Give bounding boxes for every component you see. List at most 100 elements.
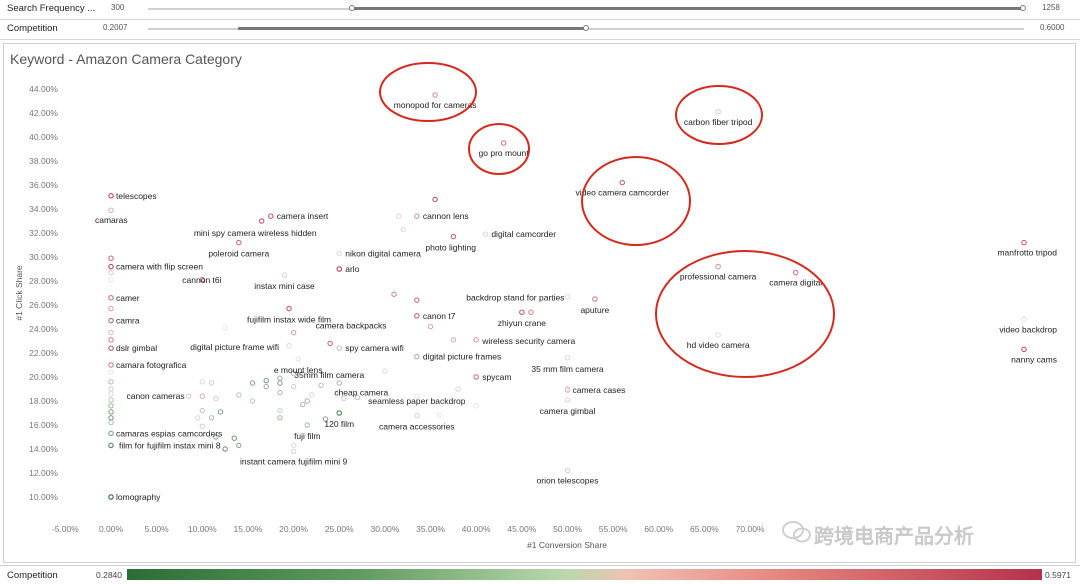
data-point[interactable] xyxy=(290,448,297,455)
data-point[interactable] xyxy=(300,401,306,408)
data-point[interactable] xyxy=(108,415,114,421)
data-point[interactable] xyxy=(414,393,420,399)
data-point[interactable] xyxy=(108,386,114,392)
data-point[interactable] xyxy=(277,375,283,381)
data-point[interactable] xyxy=(336,345,342,351)
data-point[interactable] xyxy=(108,337,114,343)
data-point[interactable] xyxy=(564,467,571,474)
data-point[interactable] xyxy=(195,415,201,421)
data-point[interactable] xyxy=(108,403,114,409)
data-point[interactable] xyxy=(564,386,571,392)
data-point[interactable] xyxy=(619,179,626,186)
data-point[interactable] xyxy=(208,380,215,386)
data-point[interactable] xyxy=(482,231,489,237)
data-point[interactable] xyxy=(290,370,297,377)
data-point[interactable] xyxy=(277,389,283,396)
data-point[interactable] xyxy=(519,309,525,315)
data-point[interactable] xyxy=(277,380,283,386)
data-point[interactable] xyxy=(108,430,114,437)
data-point[interactable] xyxy=(199,277,206,283)
data-point[interactable] xyxy=(236,442,242,449)
data-point[interactable] xyxy=(108,255,114,261)
data-point[interactable] xyxy=(473,337,479,343)
data-point[interactable] xyxy=(450,233,457,240)
data-point[interactable] xyxy=(108,317,114,324)
data-point[interactable] xyxy=(231,435,237,441)
data-point[interactable] xyxy=(432,196,438,203)
data-point[interactable] xyxy=(1021,239,1027,246)
data-point[interactable] xyxy=(715,109,721,115)
data-point[interactable] xyxy=(213,434,219,440)
data-point[interactable] xyxy=(185,393,192,399)
data-point[interactable] xyxy=(108,305,114,312)
data-point[interactable] xyxy=(336,380,342,386)
search-frequency-min-handle[interactable] xyxy=(349,5,355,11)
data-point[interactable] xyxy=(108,442,114,449)
data-point[interactable] xyxy=(108,277,114,283)
data-point[interactable] xyxy=(222,446,228,452)
data-point[interactable] xyxy=(336,250,342,257)
data-point[interactable] xyxy=(304,398,310,404)
data-point[interactable] xyxy=(336,266,342,272)
data-point[interactable] xyxy=(336,410,342,416)
data-point[interactable] xyxy=(309,392,315,398)
data-point[interactable] xyxy=(391,291,397,297)
data-point[interactable] xyxy=(281,272,288,278)
data-point[interactable] xyxy=(450,337,457,343)
data-point[interactable] xyxy=(473,374,479,380)
data-point[interactable] xyxy=(108,369,114,375)
data-point[interactable] xyxy=(199,393,206,399)
data-point[interactable] xyxy=(414,297,420,303)
data-point[interactable] xyxy=(108,207,114,213)
data-point[interactable] xyxy=(455,386,461,392)
data-point[interactable] xyxy=(199,379,206,385)
data-point[interactable] xyxy=(341,395,347,402)
data-point[interactable] xyxy=(295,356,301,362)
data-point[interactable] xyxy=(108,391,114,397)
data-point[interactable] xyxy=(108,345,114,351)
data-point[interactable] xyxy=(382,368,388,374)
data-point[interactable] xyxy=(322,416,329,422)
data-point[interactable] xyxy=(108,419,114,426)
data-point[interactable] xyxy=(473,403,479,409)
data-point[interactable] xyxy=(286,343,292,349)
data-point[interactable] xyxy=(715,332,721,338)
data-point[interactable] xyxy=(213,395,219,402)
data-point[interactable] xyxy=(304,422,311,428)
data-point[interactable] xyxy=(290,383,297,390)
data-point[interactable] xyxy=(792,269,799,276)
data-point[interactable] xyxy=(414,412,420,419)
data-point[interactable] xyxy=(249,398,256,404)
data-point[interactable] xyxy=(336,388,342,395)
data-point[interactable] xyxy=(108,409,114,415)
data-point[interactable] xyxy=(222,325,228,331)
data-point[interactable] xyxy=(500,140,507,146)
data-point[interactable] xyxy=(108,397,114,403)
data-point[interactable] xyxy=(108,269,114,276)
data-point[interactable] xyxy=(395,213,402,219)
search-frequency-max-handle[interactable] xyxy=(1020,5,1026,11)
data-point[interactable] xyxy=(268,213,274,219)
data-point[interactable] xyxy=(208,415,215,421)
data-point[interactable] xyxy=(318,382,324,389)
data-point[interactable] xyxy=(400,226,406,233)
competition-max-handle[interactable] xyxy=(583,25,589,31)
data-point[interactable] xyxy=(414,313,420,319)
data-point[interactable] xyxy=(564,355,571,361)
data-point[interactable] xyxy=(436,412,443,419)
data-point[interactable] xyxy=(592,296,598,302)
data-point[interactable] xyxy=(108,193,114,199)
data-point[interactable] xyxy=(199,407,206,414)
data-point[interactable] xyxy=(290,329,297,336)
data-point[interactable] xyxy=(277,415,283,421)
data-point[interactable] xyxy=(354,394,361,401)
data-point[interactable] xyxy=(199,423,206,429)
data-point[interactable] xyxy=(414,353,420,360)
data-point[interactable] xyxy=(414,213,420,219)
data-point[interactable] xyxy=(236,239,242,246)
data-point[interactable] xyxy=(432,92,438,98)
data-point[interactable] xyxy=(715,263,721,270)
data-point[interactable] xyxy=(263,377,269,384)
data-point[interactable] xyxy=(1021,316,1027,323)
